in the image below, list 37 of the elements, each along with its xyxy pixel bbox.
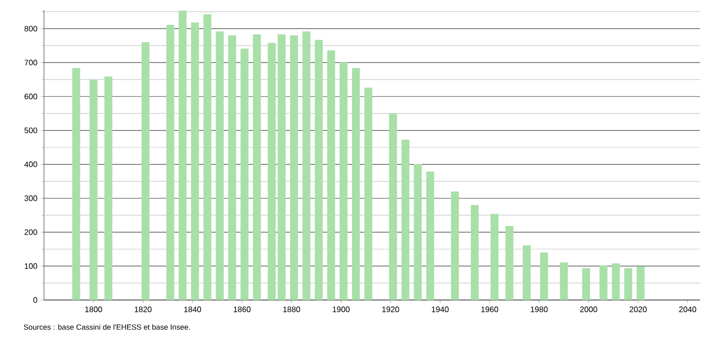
bar xyxy=(178,10,187,300)
bar xyxy=(352,68,360,300)
bar xyxy=(401,140,410,300)
bar xyxy=(72,68,80,300)
bar xyxy=(216,31,224,300)
bar xyxy=(364,88,372,300)
bar xyxy=(490,214,499,300)
bar xyxy=(414,164,422,300)
bar xyxy=(582,268,590,300)
bar xyxy=(104,76,112,300)
bar xyxy=(389,113,398,300)
bar xyxy=(314,40,323,300)
bar xyxy=(268,42,276,300)
bar xyxy=(142,42,150,300)
bar xyxy=(505,226,514,300)
bar xyxy=(340,62,348,300)
bar xyxy=(191,22,199,300)
bar xyxy=(470,205,479,300)
bar xyxy=(166,24,174,300)
bar xyxy=(426,171,434,300)
bar xyxy=(90,80,98,300)
bar xyxy=(612,263,620,300)
bar xyxy=(203,14,212,300)
bar xyxy=(327,50,336,300)
bar xyxy=(522,245,531,300)
bar xyxy=(636,266,645,300)
bar xyxy=(228,35,236,300)
bar xyxy=(600,265,608,300)
bar xyxy=(240,48,248,300)
bar xyxy=(560,262,568,300)
bar xyxy=(450,191,459,300)
bar xyxy=(540,252,548,300)
bar xyxy=(252,34,261,300)
bar xyxy=(290,35,298,300)
bar xyxy=(278,34,286,300)
bar xyxy=(624,268,632,300)
bar xyxy=(302,31,310,300)
